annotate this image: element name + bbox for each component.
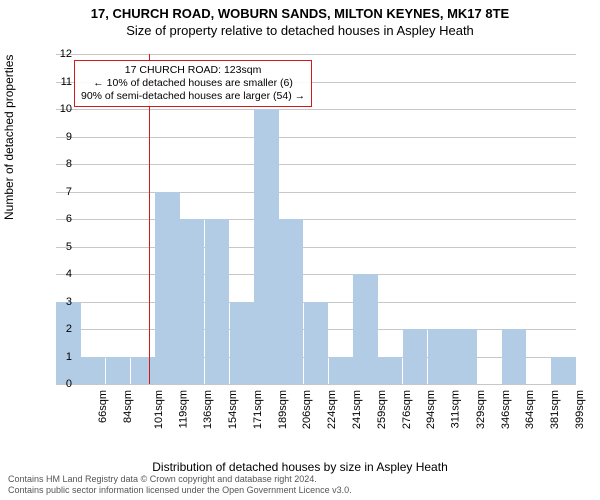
xtick-label: 399sqm	[574, 390, 586, 429]
title-block: 17, CHURCH ROAD, WOBURN SANDS, MILTON KE…	[0, 0, 600, 38]
xtick-label: 259sqm	[376, 390, 388, 429]
xtick-label: 206sqm	[302, 390, 314, 429]
infobox-line3: 90% of semi-detached houses are larger (…	[81, 90, 305, 103]
xtick-label: 276sqm	[401, 390, 413, 429]
infobox-layer: 17 CHURCH ROAD: 123sqm ← 10% of detached…	[56, 54, 576, 384]
ytick-label: 12	[48, 48, 72, 60]
ytick-label: 7	[48, 186, 72, 198]
infobox-line1: 17 CHURCH ROAD: 123sqm	[81, 64, 305, 77]
ytick-label: 5	[48, 241, 72, 253]
ytick-label: 0	[48, 378, 72, 390]
ytick-label: 3	[48, 296, 72, 308]
xtick-label: 171sqm	[252, 390, 264, 429]
xtick-label: 101sqm	[153, 390, 165, 429]
ytick-label: 9	[48, 131, 72, 143]
xtick-label: 346sqm	[500, 390, 512, 429]
ytick-label: 6	[48, 213, 72, 225]
attribution-footer: Contains HM Land Registry data © Crown c…	[8, 474, 352, 496]
property-infobox: 17 CHURCH ROAD: 123sqm ← 10% of detached…	[74, 60, 312, 107]
xtick-label: 364sqm	[524, 390, 536, 429]
xtick-label: 84sqm	[122, 390, 134, 423]
xtick-label: 311sqm	[449, 390, 461, 428]
xtick-label: 136sqm	[203, 390, 215, 429]
chart-title-line2: Size of property relative to detached ho…	[0, 23, 600, 38]
ytick-label: 4	[48, 268, 72, 280]
xtick-label: 119sqm	[177, 390, 189, 428]
ytick-label: 2	[48, 323, 72, 335]
chart-title-line1: 17, CHURCH ROAD, WOBURN SANDS, MILTON KE…	[0, 6, 600, 21]
ytick-label: 11	[48, 76, 72, 88]
plot-area: 17 CHURCH ROAD: 123sqm ← 10% of detached…	[56, 54, 576, 384]
xtick-label: 294sqm	[425, 390, 437, 429]
xtick-label: 189sqm	[277, 390, 289, 429]
xtick-label: 381sqm	[549, 390, 561, 429]
ytick-label: 10	[48, 103, 72, 115]
ytick-label: 1	[48, 351, 72, 363]
xtick-label: 224sqm	[326, 390, 338, 429]
footer-line1: Contains HM Land Registry data © Crown c…	[8, 474, 352, 485]
xtick-label: 154sqm	[227, 390, 239, 429]
xtick-label: 66sqm	[97, 390, 109, 423]
infobox-line2: ← 10% of detached houses are smaller (6)	[81, 77, 305, 90]
x-axis-label: Distribution of detached houses by size …	[0, 460, 600, 474]
chart-container: 17, CHURCH ROAD, WOBURN SANDS, MILTON KE…	[0, 0, 600, 500]
xtick-label: 329sqm	[475, 390, 487, 429]
footer-line2: Contains public sector information licen…	[8, 485, 352, 496]
y-axis-label: Number of detached properties	[2, 55, 16, 220]
gridline	[56, 384, 576, 385]
xtick-label: 241sqm	[351, 390, 363, 429]
ytick-label: 8	[48, 158, 72, 170]
